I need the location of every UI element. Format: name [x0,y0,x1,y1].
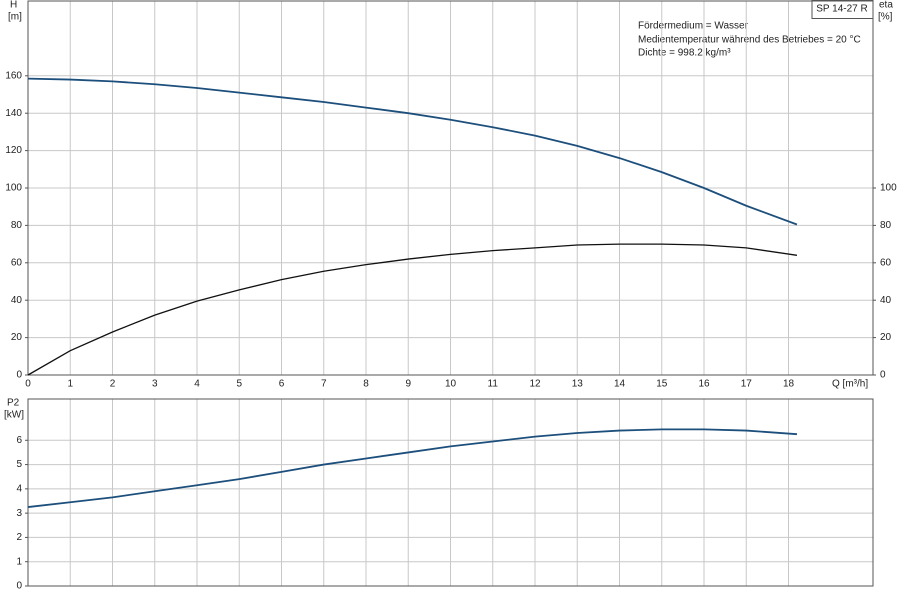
x-tick-label: 18 [783,379,795,390]
y-tick-label: 60 [11,257,23,268]
model-label: SP 14-27 R [816,4,868,15]
note: Fördermedium = Wasser [638,21,749,32]
x-tick-label: 15 [656,379,668,390]
curve [27,77,798,226]
y2-tick-label: 0 [880,370,886,381]
x-tick-label: 5 [236,379,242,390]
y2-tick-label: 40 [880,295,892,306]
y-tick-label: 140 [5,108,22,119]
x-tick-label: 14 [614,379,626,390]
y-tick-label: 3 [16,508,22,519]
y-tick-label: 80 [11,220,23,231]
y-tick-label: 2 [16,532,22,543]
y2-tick-label: 100 [880,183,897,194]
x-tick-label: 8 [363,379,369,390]
y-axis-label: P2 [7,398,20,409]
plot-frame [27,0,874,376]
note: Dichte = 998.2 kg/m³ [638,48,731,59]
y-tick-label: 20 [11,332,23,343]
curve [27,243,798,376]
x-tick-label: 16 [698,379,710,390]
y-tick-label: 6 [16,435,22,446]
x-tick-label: 1 [67,379,73,390]
x-tick-label: 13 [572,379,584,390]
x-tick-label: 3 [152,379,158,390]
x-tick-label: 17 [741,379,753,390]
y2-axis-label: [%] [878,12,893,23]
x-tick-label: 9 [405,379,411,390]
x-tick-label: 10 [445,379,457,390]
y-tick-label: 5 [16,459,22,470]
note: Medientemperatur während des Betriebes =… [638,35,861,46]
x-tick-label: 7 [321,379,327,390]
y-axis-label: H [10,0,17,11]
x-tick-label: 6 [279,379,285,390]
x-tick-label: 11 [488,379,499,390]
x-axis-label: Q [m³/h] [832,379,868,390]
x-tick-label: 4 [194,379,200,390]
y2-axis-label: eta [879,0,893,11]
y-tick-label: 0 [16,370,22,381]
x-tick-label: 12 [529,379,541,390]
y2-tick-label: 80 [880,220,892,231]
y-tick-label: 1 [16,556,22,567]
y-tick-label: 120 [5,145,22,156]
x-tick-label: 0 [25,379,31,390]
y-tick-label: 40 [11,295,23,306]
y-tick-label: 0 [16,581,22,592]
y2-tick-label: 20 [880,332,892,343]
x-tick-label: 2 [110,379,116,390]
y2-tick-label: 60 [880,257,892,268]
y-tick-label: 100 [5,183,22,194]
curve [27,428,798,508]
plot-frame [27,398,874,587]
y-tick-label: 4 [16,483,22,494]
y-axis-label: [m] [8,12,22,23]
y-axis-label: [kW] [4,410,24,421]
y-tick-label: 160 [5,70,22,81]
